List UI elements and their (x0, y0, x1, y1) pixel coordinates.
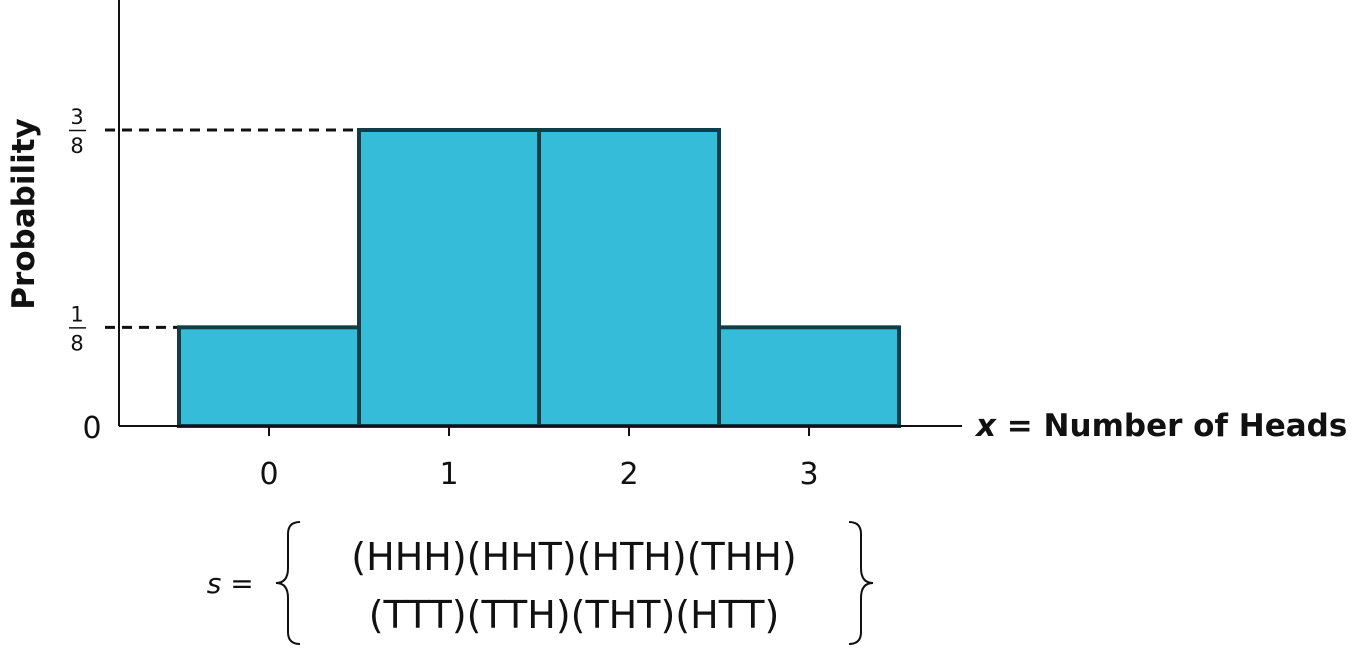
x-ticks: 0 1 2 3 (259, 426, 819, 492)
y-tick-fraction-1-8: 18 (69, 302, 86, 355)
bar-2 (537, 128, 721, 428)
sample-space-row-2: (TTT)(TTH)(THT)(HTT) (369, 593, 780, 637)
sample-space: s = (HHH)(HHT)(HTH)(THH) (TTT)(TTH)(THT)… (207, 521, 874, 645)
y-tick-numerator: 3 (70, 105, 83, 129)
y-axis-title: Probability (6, 118, 42, 310)
bar-3 (717, 325, 901, 429)
y-tick-denominator: 8 (70, 331, 83, 355)
bars (177, 128, 901, 429)
y-tick-numerator: 1 (70, 302, 83, 326)
x-tick-label-2: 2 (619, 457, 638, 492)
x-axis-variable: x (974, 408, 997, 444)
bar-0 (177, 325, 361, 429)
y-tick-label-0: 0 (82, 411, 101, 446)
dashed-guides (105, 128, 359, 329)
left-brace (275, 521, 301, 645)
x-tick-label-3: 3 (799, 457, 818, 492)
bar-1 (357, 128, 541, 428)
right-brace (848, 521, 874, 645)
x-tick-label-1: 1 (439, 457, 458, 492)
x-axis-title: x = Number of Heads (974, 408, 1347, 444)
sample-space-row-1: (HHH)(HHT)(HTH)(THH) (351, 535, 796, 579)
x-axis-title-text: = Number of Heads (996, 408, 1347, 444)
x-tick-label-0: 0 (259, 457, 278, 492)
sample-space-equals: = (230, 567, 253, 600)
y-tick-fraction-3-8: 38 (69, 105, 86, 158)
sample-space-variable: s (207, 567, 222, 600)
y-tick-denominator: 8 (70, 134, 83, 158)
